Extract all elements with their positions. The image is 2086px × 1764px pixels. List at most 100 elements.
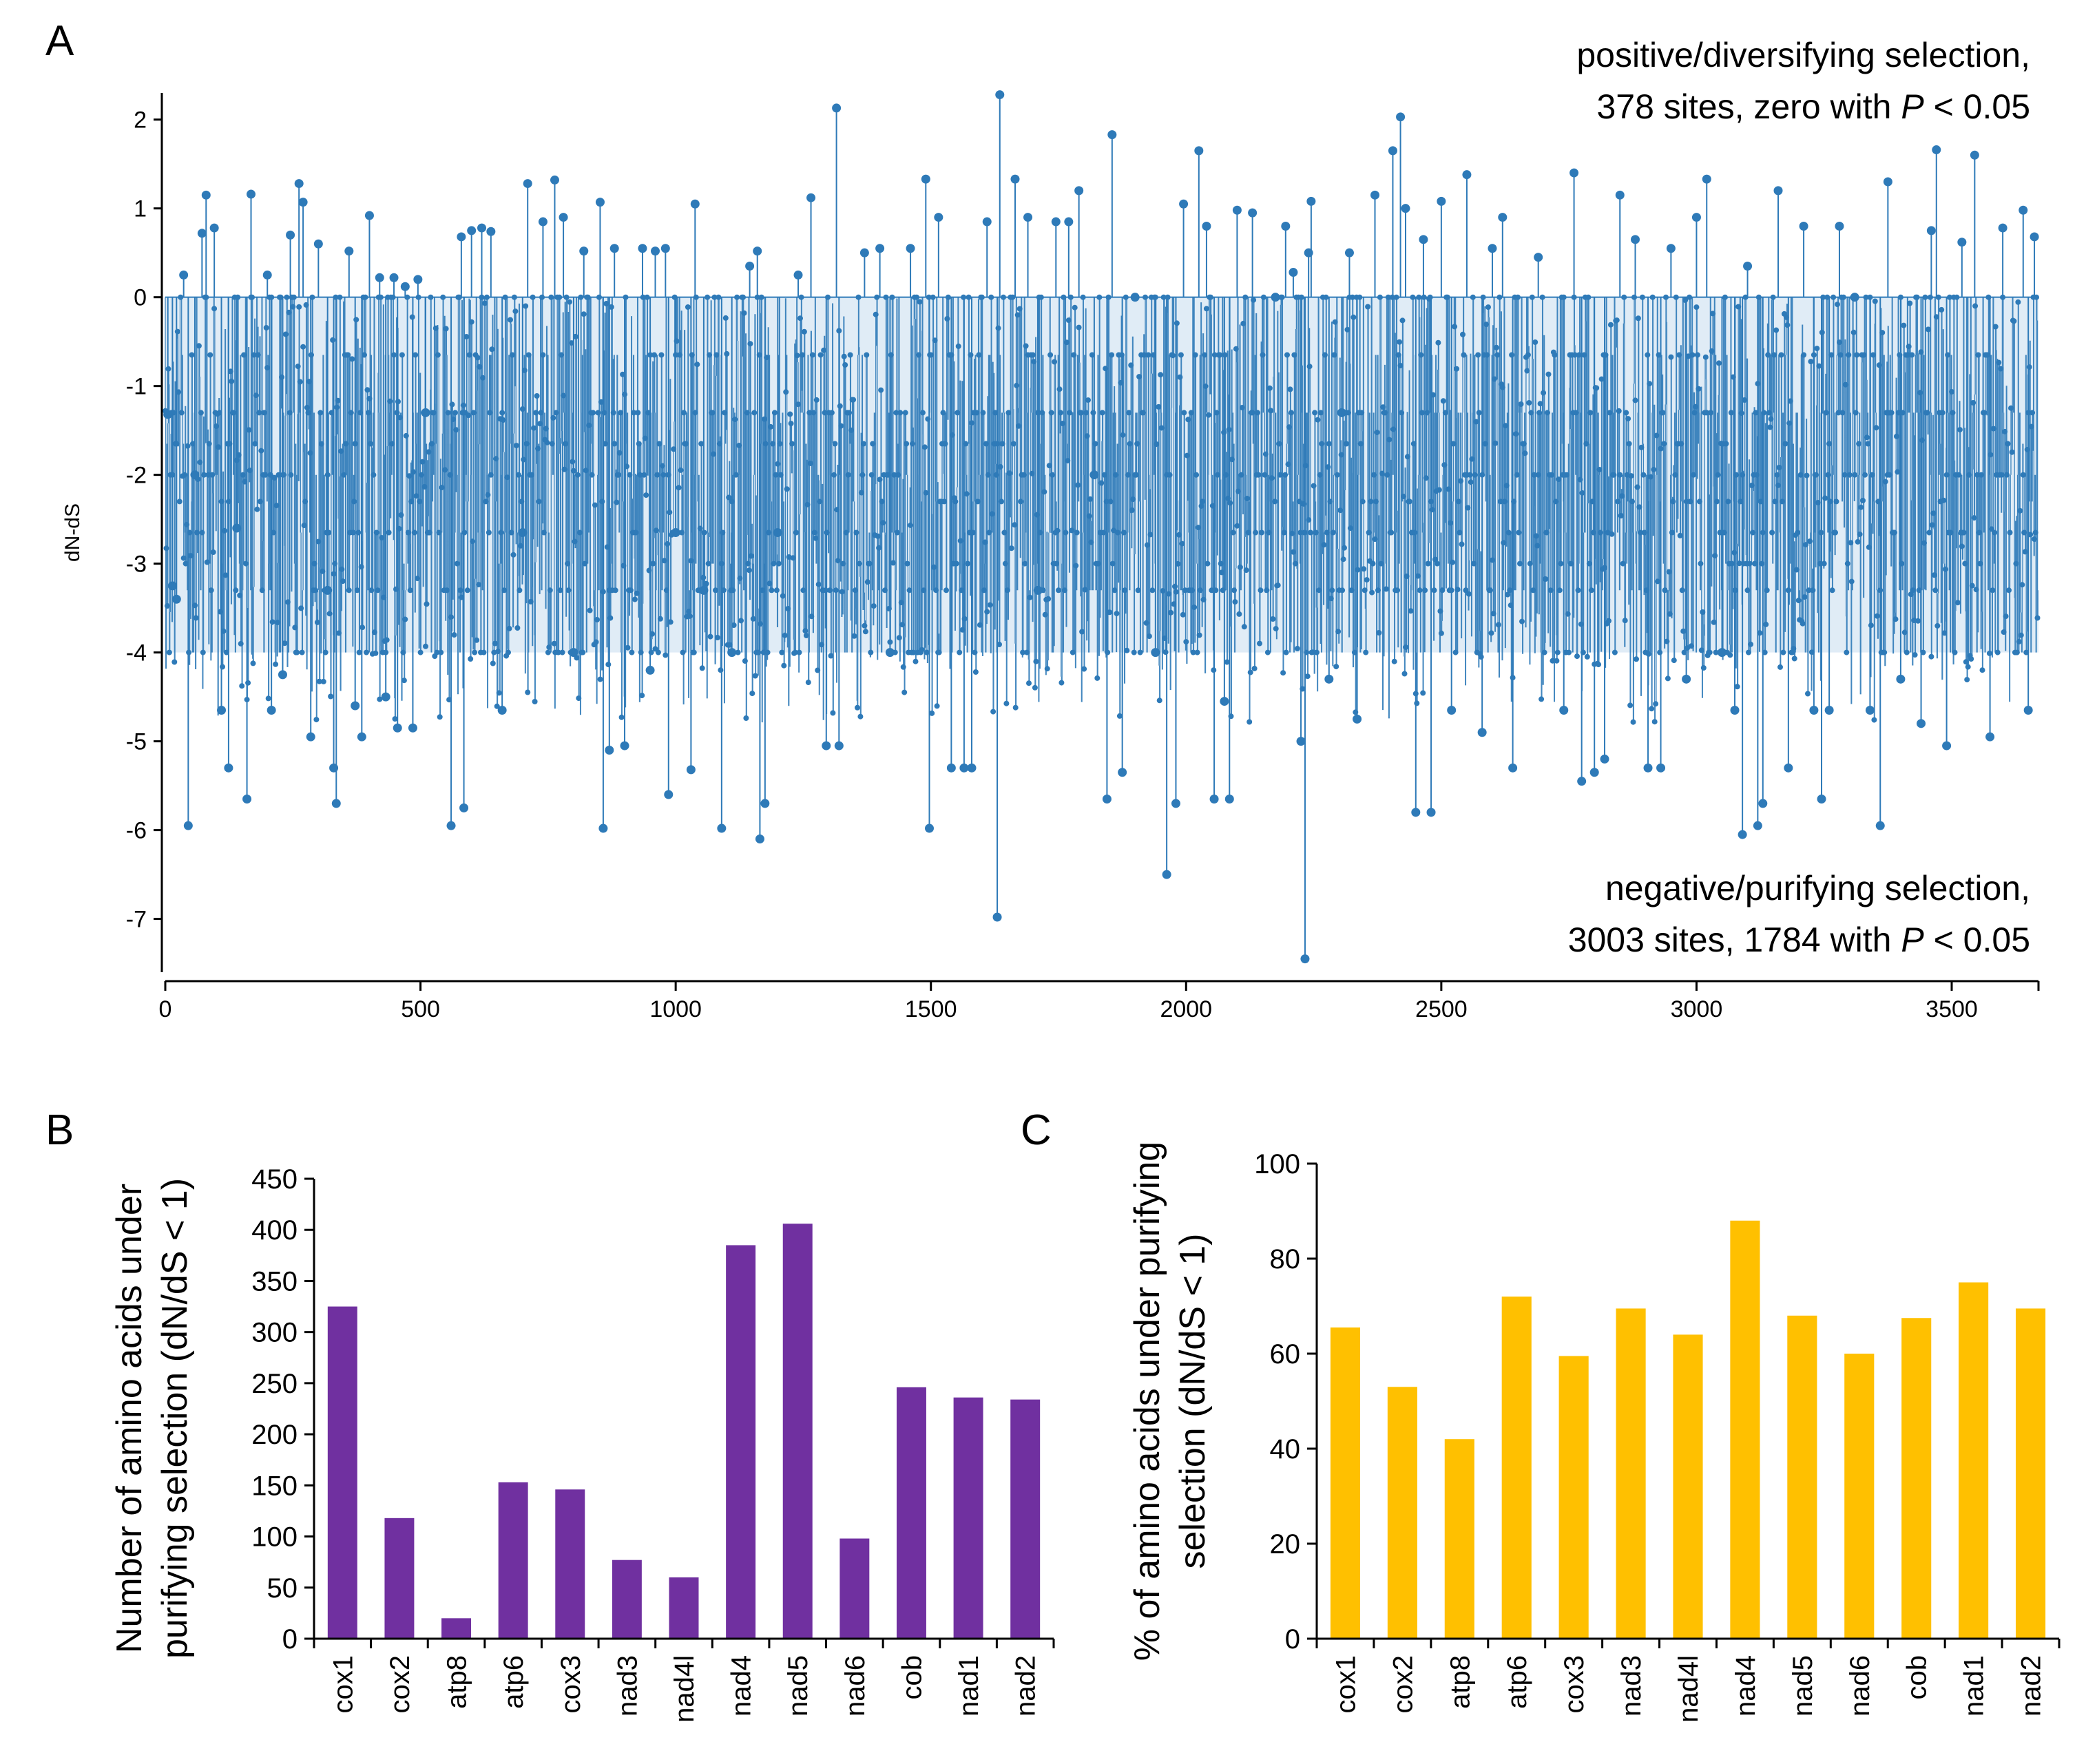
c-x-tick-label: nad3 [1616,1655,1647,1716]
panel-letter-b: B [45,1106,74,1154]
chart-a-point [1957,238,1967,247]
chart-a-point [306,732,315,742]
chart-a-y-tick-label: -3 [126,552,147,578]
chart-a-point [1488,244,1497,253]
chart-a-point [569,648,578,658]
chart-a-annotation-negative: negative/purifying selection, 3003 sites,… [1568,869,2030,959]
chart-a-point [381,692,390,702]
chart-b-y-label: Number of amino acids under purifying sel… [109,1178,195,1659]
b-bar [327,1306,357,1639]
chart-a-point [660,244,670,253]
chart-a-point [183,821,193,830]
b-bar [441,1618,472,1639]
chart-a-point [760,799,770,808]
chart-a-y-tick-label: -1 [126,374,147,400]
chart-a-point [1730,705,1740,715]
chart-a-annotation-positive: positive/diversifying selection, 378 site… [1576,36,2030,126]
b-x-tick-label: nad1 [954,1655,984,1716]
chart-a-point [1419,235,1428,244]
c-bar [1444,1439,1474,1639]
c-x-tick-label: nad2 [2016,1655,2047,1716]
chart-a-point [1248,208,1258,218]
chart-a-point [357,732,366,742]
chart-a-x-tick-label: 0 [159,996,172,1022]
chart-a-point [699,585,709,595]
chart-a-point [1447,705,1457,715]
chart-a-point [755,834,764,844]
chart-a-point [389,273,399,282]
b-bar [1010,1399,1041,1639]
chart-a-x-tick-label: 2000 [1160,996,1212,1022]
chart-a-point [171,594,181,604]
chart-a-point [163,410,173,419]
chart-a-point [1942,741,1952,750]
b-bar [612,1560,642,1639]
chart-a-point [224,763,233,773]
chart-a-point [232,523,242,533]
chart-a-point [294,179,304,189]
b-y-tick-label: 50 [267,1573,298,1604]
chart-a-point [1437,196,1446,206]
chart-a-point [344,246,354,256]
chart-a-point [690,199,700,209]
chart-a-point [650,246,660,256]
chart-a-point [267,705,276,715]
b-x-tick-label: nad4 [727,1655,757,1716]
chart-a-point [598,823,608,833]
chart-a-x-ticks: 0 500 1000 1500 2000 2500 3000 3500 [159,981,2040,1022]
chart-a-point [559,213,568,222]
chart-a-point [1396,112,1406,122]
b-bar [782,1224,813,1639]
chart-a-point [413,275,423,284]
annotation-p: P [1901,921,1924,959]
chart-a-point [217,705,227,715]
chart-a-point [1300,954,1310,964]
chart-a-point [875,244,885,253]
c-x-tick-label: cox3 [1559,1655,1589,1714]
chart-a-point [1702,174,1711,184]
chart-a-stems [165,94,2038,959]
chart-a-point [1370,190,1380,200]
chart-a-point [247,189,256,199]
chart-a-point [1296,737,1306,746]
chart-a-point [1835,221,1844,231]
b-x-tick-label: atp6 [499,1655,529,1709]
chart-a-point [1179,199,1189,209]
chart-a-point [1865,705,1875,715]
b-y-tick-label: 450 [251,1164,298,1195]
chart-a-point [921,174,930,184]
c-x-tick-label: nad5 [1788,1655,1818,1716]
chart-a-point [179,270,189,280]
c-bar [1387,1387,1417,1639]
chart-a-point [1896,674,1906,684]
chart-a-point [1743,262,1753,271]
chart-a-point [1569,168,1579,178]
c-bar [2015,1308,2046,1639]
chart-a-point [1107,130,1117,140]
chart-a-point [664,790,674,799]
chart-a-point [1577,777,1587,786]
chart-a-point [686,765,696,775]
chart-a-point [550,175,559,185]
chart-a-point [579,246,589,256]
chart-a-point [331,799,341,808]
c-bar [1558,1356,1589,1639]
b-bar [726,1245,756,1639]
chart-a-x-tick-label: 1500 [905,996,957,1022]
chart-a-point [1401,204,1410,213]
b-y-tick-label: 200 [251,1420,298,1450]
chart-a-point [1615,190,1625,200]
chart-a-point [1753,821,1762,830]
chart-a-point [1508,763,1518,773]
chart-a-point [745,262,755,271]
chart-a-point [197,229,207,238]
b-y-tick-label: 100 [251,1522,298,1553]
c-x-tick-label: cox1 [1331,1655,1361,1714]
b-x-tick-label: cob [897,1655,927,1700]
chart-a-point [1010,174,1020,184]
chart-a-points [163,90,2041,964]
chart-a-point [793,270,803,280]
chart-a-point [1281,221,1291,231]
c-y-label-line-2: selection (dN/dS < 1) [1173,1233,1213,1568]
c-x-tick-label: nad4l [1673,1655,1704,1723]
